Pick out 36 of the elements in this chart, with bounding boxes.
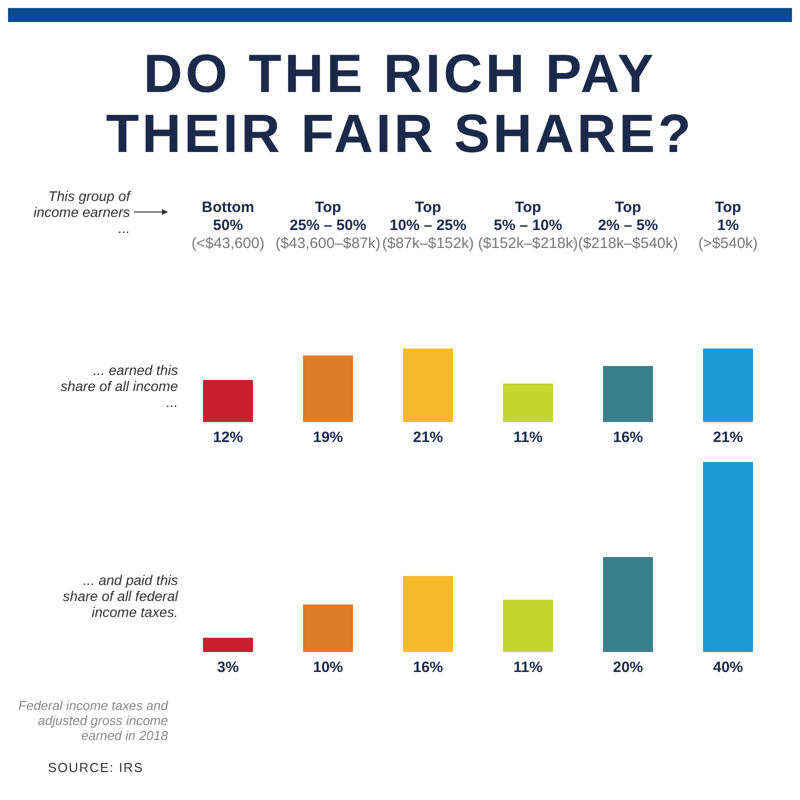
bar: [703, 462, 753, 652]
x-tick-label: Top 25% – 50% ($43,600–$87k): [275, 199, 381, 252]
text: ... and paid this share of all federal income taxes.: [62, 572, 178, 620]
data-label: 10%: [312, 659, 344, 676]
bar: [303, 604, 353, 652]
data-label: 12%: [212, 429, 244, 446]
series-label: ... earned this share of all income ...: [59, 362, 178, 410]
data-label: 19%: [312, 429, 344, 446]
bar: [203, 638, 253, 652]
data-label: 21%: [712, 429, 744, 446]
x-tick-label: Top 5% – 10% ($152k–$218k): [478, 199, 578, 252]
bar: [403, 576, 453, 652]
chart-title: DO THE RICH PAY THEIR FAIR SHARE?: [104, 44, 696, 164]
x-tick-label: Top 10% – 25% ($87k–$152k): [382, 199, 474, 252]
data-label: 16%: [612, 429, 644, 446]
chart-subtitle: This group of income earners ...: [32, 188, 130, 236]
bar: [503, 600, 553, 652]
x-tick-label: Top 1% (>$540k): [698, 199, 758, 252]
bar: [603, 557, 653, 652]
bar: [603, 366, 653, 422]
data-label: 16%: [412, 659, 444, 676]
x-tick-label: Top 2% – 5% ($218k–$540k): [578, 199, 678, 252]
data-label: 11%: [513, 659, 543, 676]
bar: [203, 380, 253, 422]
bar: [303, 356, 353, 422]
source-note: SOURCE: IRS: [48, 760, 144, 775]
text: Federal income taxes and adjusted gross income earned in 2018: [18, 698, 168, 743]
data-label: 3%: [217, 659, 239, 676]
data-label: 21%: [412, 429, 444, 446]
bar: [503, 384, 553, 422]
bar: [703, 348, 753, 422]
data-label: 11%: [513, 429, 543, 446]
x-tick-label: Bottom 50% (<$43,600): [192, 199, 264, 252]
bar: [403, 348, 453, 422]
data-label: 40%: [712, 659, 744, 676]
data-label: 20%: [612, 659, 644, 676]
